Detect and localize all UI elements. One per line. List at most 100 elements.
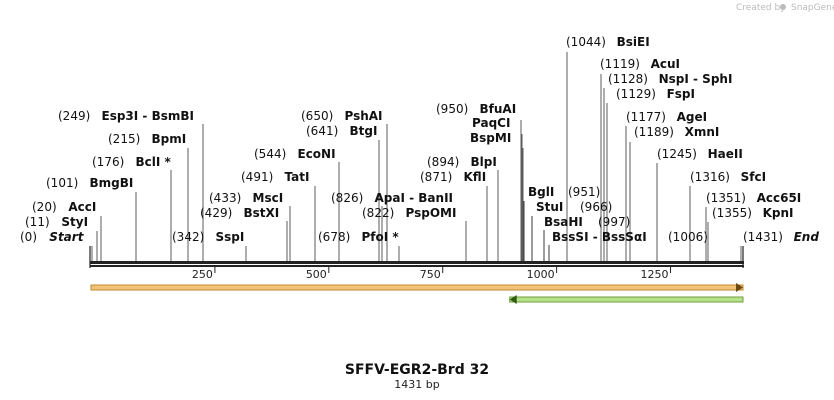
enzyme-name: BglI <box>528 185 554 199</box>
site-label-sspi[interactable]: (342) SspI <box>172 230 244 244</box>
site-label-pfoi[interactable]: (678) PfoI * <box>318 230 399 244</box>
tick-label: 250 <box>192 268 213 281</box>
site-label-blpi[interactable]: (894) BlpI <box>427 155 497 169</box>
site-position: (1128) <box>608 72 648 86</box>
site-position: (1351) <box>706 191 746 205</box>
enzyme-name: AccI <box>68 200 96 214</box>
site-label-styi[interactable]: (11) StyI <box>25 215 88 229</box>
site-label-agei[interactable]: (1177) AgeI <box>626 110 707 124</box>
enzyme-name: AcuI <box>651 57 680 71</box>
site-position: (1119) <box>600 57 640 71</box>
site-label-btgi[interactable]: (641) BtgI <box>306 124 377 138</box>
enzyme-name: XmnI <box>685 125 720 139</box>
site-position: (1044) <box>566 35 606 49</box>
feature-reverse[interactable] <box>509 295 744 304</box>
site-label-tati[interactable]: (491) TatI <box>241 170 309 184</box>
site-label-997[interactable]: (997) <box>598 215 630 229</box>
enzyme-name: BspMI <box>470 131 511 145</box>
site-position: (11) <box>25 215 50 229</box>
enzyme-name: BsiEI <box>617 35 650 49</box>
leader-lines <box>89 52 744 268</box>
site-label-pshai[interactable]: (650) PshAI <box>301 109 383 123</box>
site-label-end[interactable]: (1431) End <box>743 230 819 244</box>
snapgene-logo-icon <box>780 4 786 10</box>
site-position: (544) <box>254 147 286 161</box>
site-position: (20) <box>32 200 57 214</box>
site-label-966[interactable]: (966) <box>580 200 612 214</box>
site-label-951[interactable]: (951) <box>568 185 600 199</box>
site-label-apai-banii[interactable]: (826) ApaI - BanII <box>331 191 453 205</box>
snapgene-logo-text: SnapGene <box>791 3 834 13</box>
enzyme-name: Esp3I - BsmBI <box>102 109 194 123</box>
site-label-bgli[interactable]: BglI <box>528 185 554 199</box>
enzyme-name: FspI <box>667 87 695 101</box>
site-label-fspi[interactable]: (1129) FspI <box>616 87 695 101</box>
enzyme-name: PspOMI <box>406 206 457 220</box>
site-label-esp3i-bsmbi[interactable]: (249) Esp3I - BsmBI <box>58 109 194 123</box>
site-label-bcli[interactable]: (176) BclI * <box>92 155 172 169</box>
site-position: (826) <box>331 191 363 205</box>
site-label-kfli[interactable]: (871) KflI <box>420 170 486 184</box>
site-position: (342) <box>172 230 204 244</box>
enzyme-name: BssSI - BssSαI <box>552 230 647 244</box>
credit-text: Created by <box>736 3 786 13</box>
site-label-paqci[interactable]: PaqCI <box>472 116 510 130</box>
enzyme-name: MscI <box>253 191 284 205</box>
tick-label: 750 <box>420 268 441 281</box>
site-label-acci[interactable]: (20) AccI <box>32 200 96 214</box>
site-position: (1431) <box>743 230 783 244</box>
enzyme-name: EcoNI <box>298 147 336 161</box>
site-position: (1129) <box>616 87 656 101</box>
enzyme-name: SspI <box>216 230 245 244</box>
site-label-bstxi[interactable]: (429) BstXI <box>200 206 279 220</box>
site-position: (176) <box>92 155 124 169</box>
backbone-top <box>90 261 744 264</box>
enzyme-name: BtgI <box>350 124 378 138</box>
site-position: (951) <box>568 185 600 199</box>
feature-forward-bar <box>90 284 744 291</box>
site-label-nspi-sphi[interactable]: (1128) NspI - SphI <box>608 72 732 86</box>
site-label-bspmi[interactable]: BspMI <box>470 131 511 145</box>
site-labels: (0) Start(11) StyI (20) AccI (101) BmgBI (176) B… <box>20 35 819 244</box>
site-label-acui[interactable]: (1119) AcuI <box>600 57 680 71</box>
plasmid-length: 1431 bp <box>394 378 439 391</box>
enzyme-name: BstXI <box>244 206 280 220</box>
site-label-bsssi-bsss-i[interactable]: BssSI - BssSαI <box>552 230 647 244</box>
site-label-bpmi[interactable]: (215) BpmI <box>108 132 186 146</box>
site-label-bmgbi[interactable]: (101) BmgBI <box>46 176 133 190</box>
site-label-1006[interactable]: (1006) <box>668 230 708 244</box>
enzyme-name: Acc65I <box>757 191 802 205</box>
site-position: (894) <box>427 155 459 169</box>
site-label-pspomi[interactable]: (822) PspOMI <box>362 206 456 220</box>
ruler-ticks: 250 500 750 1000 1250 <box>192 267 672 281</box>
feature-forward[interactable] <box>90 283 744 292</box>
tick-label: 1000 <box>527 268 555 281</box>
enzyme-name: Start <box>49 230 84 244</box>
tick-label: 1250 <box>641 268 669 281</box>
enzyme-name: BlpI <box>471 155 497 169</box>
site-position: (101) <box>46 176 78 190</box>
enzyme-name: BfuAI <box>480 102 517 116</box>
site-label-stui[interactable]: StuI <box>536 200 563 214</box>
enzyme-name: StyI <box>61 215 88 229</box>
site-label-start[interactable]: (0) Start <box>20 230 85 244</box>
site-label-bsahi[interactable]: BsaHI <box>544 215 583 229</box>
site-label-sfci[interactable]: (1316) SfcI <box>690 170 766 184</box>
site-label-xmni[interactable]: (1189) XmnI <box>634 125 719 139</box>
enzyme-name: End <box>794 230 820 244</box>
backbone-bottom <box>90 265 744 267</box>
site-label-econi[interactable]: (544) EcoNI <box>254 147 336 161</box>
site-label-msci[interactable]: (433) MscI <box>209 191 283 205</box>
site-label-kpni[interactable]: (1355) KpnI <box>712 206 794 220</box>
site-label-haeii[interactable]: (1245) HaeII <box>657 147 743 161</box>
site-position: (215) <box>108 132 140 146</box>
site-label-bsiei[interactable]: (1044) BsiEI <box>566 35 650 49</box>
site-position: (429) <box>200 206 232 220</box>
enzyme-name: BclI * <box>136 155 172 169</box>
site-label-acc65i[interactable]: (1351) Acc65I <box>706 191 801 205</box>
tick-label: 500 <box>306 268 327 281</box>
enzyme-name: BmgBI <box>90 176 134 190</box>
feature-forward-arrow <box>736 283 743 292</box>
site-label-bfuai[interactable]: (950) BfuAI <box>436 102 516 116</box>
